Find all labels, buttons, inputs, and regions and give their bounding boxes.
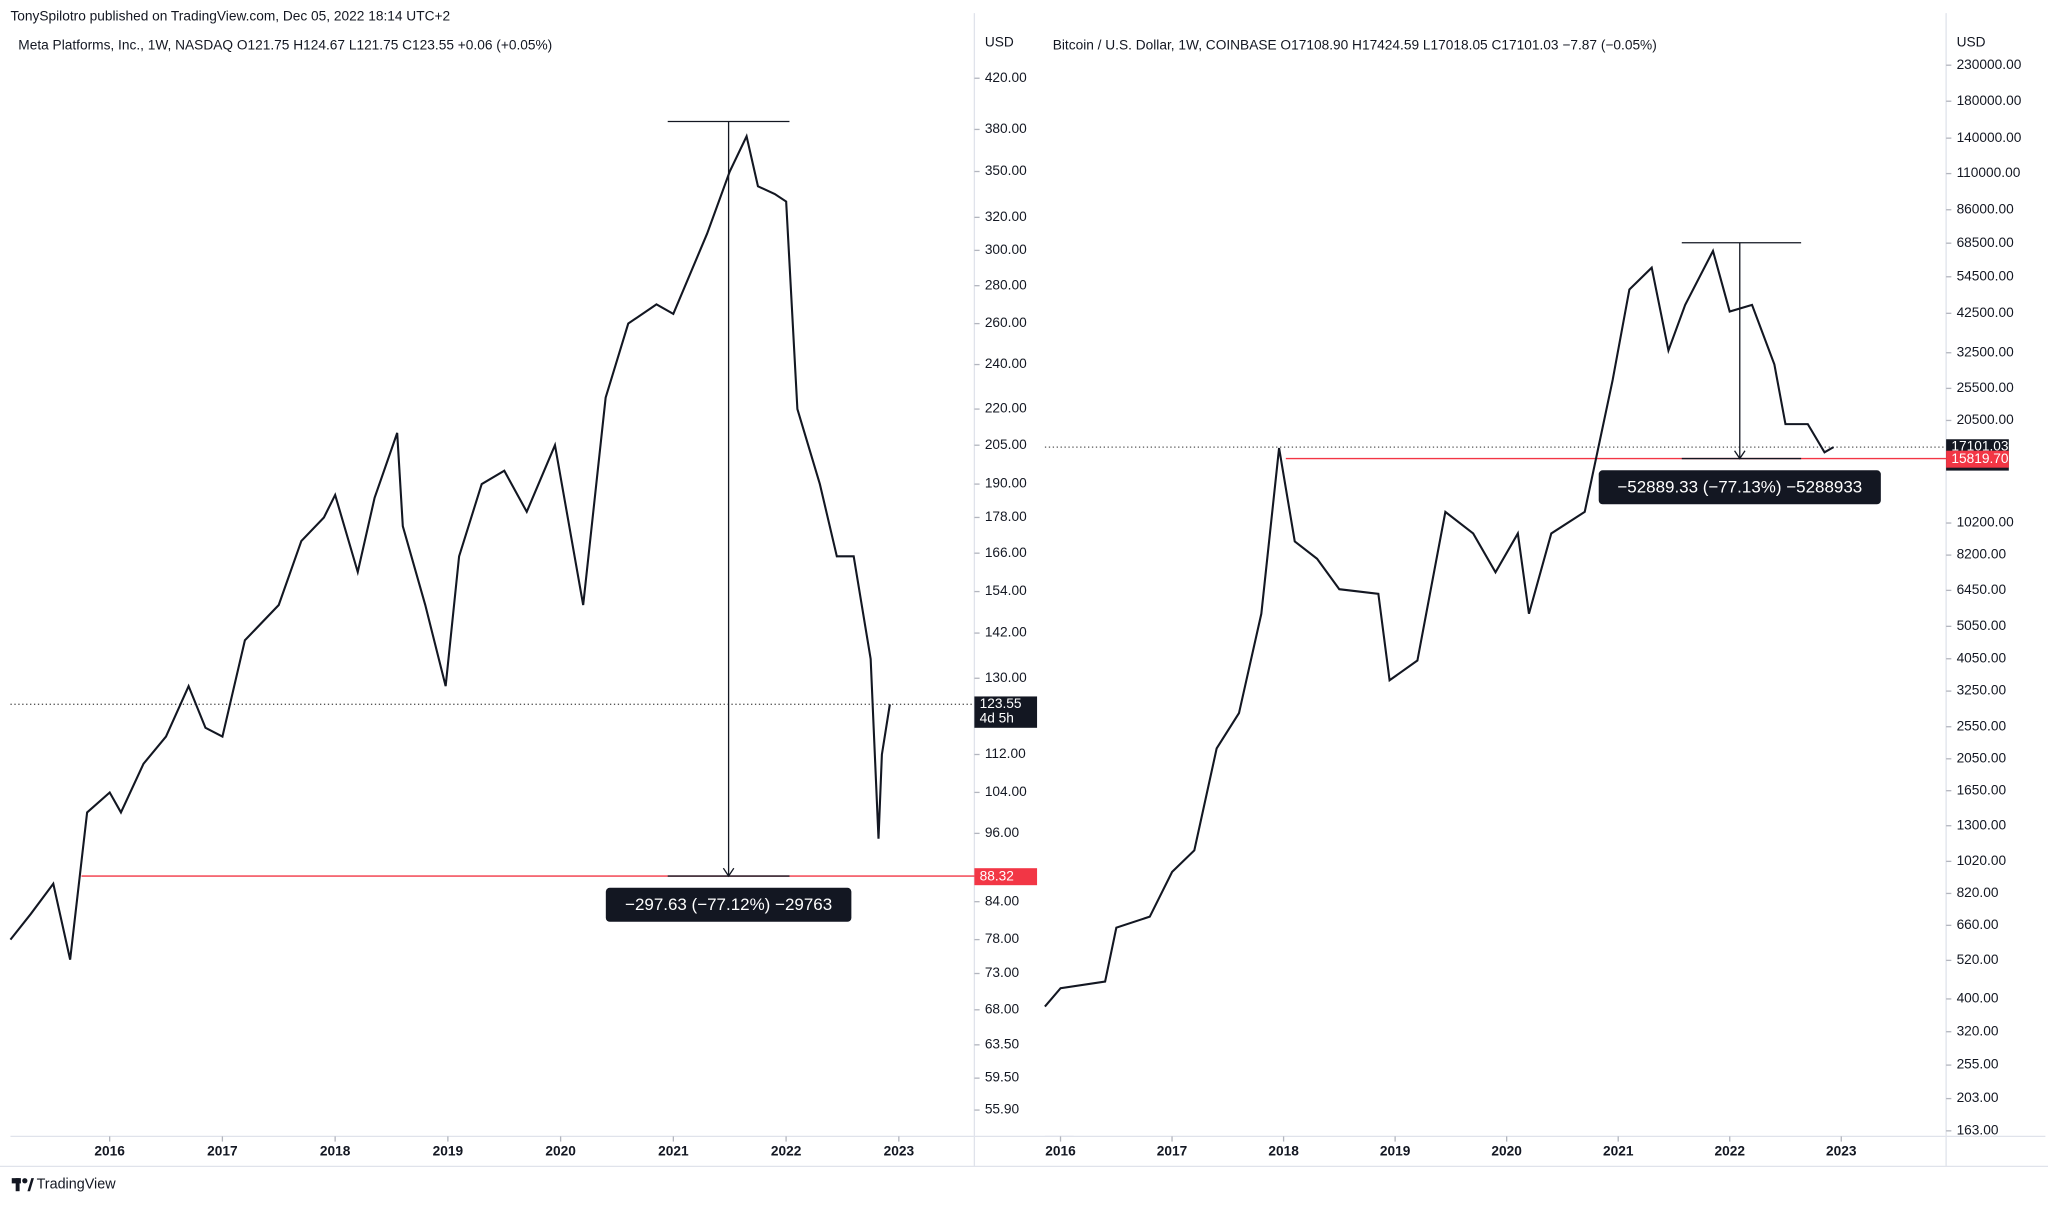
y-tick-label: 320.00	[985, 209, 1027, 224]
target-box	[974, 868, 1038, 886]
x-tick-label: 2023	[884, 1144, 915, 1159]
y-tick-label: 5050.00	[1957, 618, 2007, 633]
y-tick-label: 25500.00	[1957, 380, 2015, 395]
y-tick-label: 820.00	[1957, 885, 1999, 900]
y-tick-label: 1650.00	[1957, 782, 2007, 797]
x-tick-label: 2021	[1603, 1144, 1634, 1159]
y-tick-label: 10200.00	[1957, 515, 2015, 530]
x-tick-label: 2020	[545, 1144, 576, 1159]
y-tick-label: 84.00	[985, 893, 1020, 908]
x-tick-label: 2016	[1045, 1144, 1076, 1159]
x-tick-label: 2018	[320, 1144, 351, 1159]
target-label: 88.32	[980, 868, 1014, 883]
y-tick-label: 2050.00	[1957, 750, 2007, 765]
y-tick-label: 55.90	[985, 1102, 1020, 1117]
y-tick-label: 130.00	[985, 670, 1027, 685]
y-tick-label: 54500.00	[1957, 268, 2015, 283]
y-tick-label: 140000.00	[1957, 130, 2022, 145]
y-tick-label: 104.00	[985, 784, 1027, 799]
y-tick-label: 380.00	[985, 121, 1027, 136]
y-tick-label: 20500.00	[1957, 412, 2015, 427]
chart-title: Meta Platforms, Inc., 1W, NASDAQ O121.75…	[18, 37, 552, 52]
y-tick-label: 280.00	[985, 277, 1027, 292]
x-tick-label: 2023	[1826, 1144, 1857, 1159]
chart-panel: Meta Platforms, Inc., 1W, NASDAQ O121.75…	[9, 13, 1074, 1167]
last-price-box	[974, 696, 1038, 728]
x-tick-label: 2021	[658, 1144, 689, 1159]
publish-header: TonySpilotro published on TradingView.co…	[10, 9, 450, 24]
y-tick-label: 2550.00	[1957, 718, 2007, 733]
y-tick-label: 42500.00	[1957, 305, 2015, 320]
y-tick-label: 420.00	[985, 70, 1027, 85]
y-tick-label: 220.00	[985, 401, 1027, 416]
x-tick-label: 2018	[1268, 1144, 1299, 1159]
axis-unit: USD	[985, 35, 1014, 50]
y-tick-label: 260.00	[985, 315, 1027, 330]
y-tick-label: 320.00	[1957, 1023, 1999, 1038]
x-tick-label: 2022	[1714, 1144, 1745, 1159]
y-tick-label: 255.00	[1957, 1057, 1999, 1072]
y-tick-label: 163.00	[1957, 1122, 1999, 1137]
y-tick-label: 59.50	[985, 1070, 1020, 1085]
price-line	[1044, 248, 1835, 1008]
y-tick-label: 154.00	[985, 583, 1027, 598]
y-tick-label: 300.00	[985, 242, 1027, 257]
y-tick-label: 190.00	[985, 476, 1027, 491]
measure-label: −297.63 (−77.12%) −29763	[625, 895, 832, 914]
countdown-label: 4d 5h	[980, 710, 1014, 725]
target-box	[1946, 450, 2009, 468]
axis-unit: USD	[1957, 35, 1986, 50]
arrow-head	[1734, 450, 1746, 460]
y-tick-label: 4050.00	[1957, 650, 2007, 665]
y-tick-label: 520.00	[1957, 952, 1999, 967]
chart-title: Bitcoin / U.S. Dollar, 1W, COINBASE O171…	[1053, 37, 1657, 52]
y-tick-label: 112.00	[985, 746, 1026, 761]
y-tick-label: 350.00	[985, 163, 1027, 178]
y-tick-label: 230000.00	[1957, 57, 2022, 72]
y-tick-label: 6450.00	[1957, 582, 2007, 597]
y-tick-label: 166.00	[985, 545, 1027, 560]
arrow-head	[722, 867, 735, 878]
y-tick-label: 110000.00	[1957, 165, 2021, 180]
last-price-label: 17101.03	[1951, 439, 2009, 454]
measure-label-box	[1598, 470, 1881, 505]
x-tick-label: 2017	[1157, 1144, 1188, 1159]
x-tick-label: 2019	[1380, 1144, 1411, 1159]
chart-panel: Bitcoin / U.S. Dollar, 1W, COINBASE O171…	[1044, 13, 2046, 1167]
y-tick-label: 1020.00	[1957, 853, 2007, 868]
y-tick-label: 68.00	[985, 1001, 1020, 1016]
y-tick-label: 86000.00	[1957, 201, 2015, 216]
tv-logo	[11, 1178, 34, 1192]
y-tick-label: 660.00	[1957, 917, 1999, 932]
y-tick-label: 240.00	[985, 356, 1027, 371]
y-tick-label: 32500.00	[1957, 344, 2015, 359]
y-tick-label: 205.00	[985, 437, 1027, 452]
x-tick-label: 2020	[1491, 1144, 1522, 1159]
price-line	[9, 133, 891, 960]
y-tick-label: 78.00	[985, 931, 1020, 946]
x-tick-label: 2019	[433, 1144, 464, 1159]
x-tick-label: 2022	[771, 1144, 802, 1159]
footer-brand: TradingView	[37, 1176, 117, 1192]
y-tick-label: 68500.00	[1957, 235, 2015, 250]
y-tick-label: 8200.00	[1957, 547, 2007, 562]
target-label: 15819.70	[1951, 451, 2009, 466]
y-tick-label: 178.00	[985, 509, 1027, 524]
y-tick-label: 142.00	[985, 625, 1027, 640]
y-tick-label: 3250.00	[1957, 683, 2007, 698]
y-tick-label: 63.50	[985, 1036, 1020, 1051]
y-tick-label: 1300.00	[1957, 817, 2007, 832]
x-tick-label: 2017	[207, 1144, 238, 1159]
y-tick-label: 400.00	[1957, 991, 1999, 1006]
last-price-label: 123.55	[980, 696, 1022, 711]
measure-label: −52889.33 (−77.13%) −5288933	[1617, 477, 1862, 496]
y-tick-label: 203.00	[1957, 1090, 1999, 1105]
y-tick-label: 73.00	[985, 965, 1020, 980]
measure-label-box	[605, 887, 852, 922]
x-tick-label: 2016	[94, 1144, 125, 1159]
y-tick-label: 96.00	[985, 825, 1020, 840]
y-tick-label: 180000.00	[1957, 93, 2022, 108]
